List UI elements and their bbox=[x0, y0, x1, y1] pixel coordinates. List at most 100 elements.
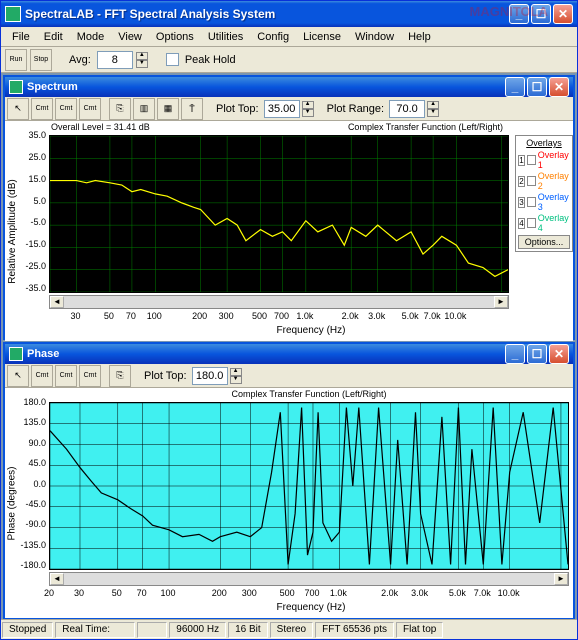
status-empty bbox=[137, 622, 167, 638]
tool-2[interactable]: Cmt bbox=[55, 98, 77, 120]
ytick: 25.0 bbox=[28, 152, 46, 162]
phase-titlebar[interactable]: Phase _ ☐ ✕ bbox=[5, 344, 573, 364]
xtick: 500 bbox=[252, 311, 267, 321]
close-button[interactable]: ✕ bbox=[553, 4, 573, 24]
phase-chart: Complex Transfer Function (Left/Right) P… bbox=[5, 388, 573, 618]
peakhold-checkbox[interactable] bbox=[166, 53, 179, 66]
maximize-button[interactable]: ☐ bbox=[531, 4, 551, 24]
status-samplerate: 96000 Hz bbox=[169, 622, 226, 638]
status-bits: 16 Bit bbox=[228, 622, 268, 638]
spectrum-maximize-button[interactable]: ☐ bbox=[527, 77, 547, 97]
overlay-checkbox[interactable] bbox=[527, 218, 536, 228]
plot-range-stepper[interactable]: ▲▼ bbox=[427, 101, 439, 117]
spectrum-minimize-button[interactable]: _ bbox=[505, 77, 525, 97]
copy-icon[interactable]: ⎘ bbox=[109, 98, 131, 120]
overlay-checkbox[interactable] bbox=[527, 176, 536, 186]
menu-utilities[interactable]: Utilities bbox=[201, 29, 250, 45]
overlay-label[interactable]: Overlay 1 bbox=[538, 150, 570, 170]
menu-file[interactable]: File bbox=[5, 29, 37, 45]
main-toolbar: Run Stop Avg: ▲▼ Peak Hold bbox=[1, 47, 577, 73]
spectrum-window: Spectrum _ ☐ ✕ ↖ Cmt Cmt Cmt ⎘ ▥ ▦ Ť Plo… bbox=[3, 75, 575, 340]
overlay-row: 4Overlay 4 bbox=[518, 213, 570, 233]
phase-plot-top-input[interactable] bbox=[192, 367, 228, 385]
statusbar: Stopped Real Time: 96000 Hz 16 Bit Stere… bbox=[1, 619, 577, 639]
phase-ylabel: Phase (degrees) bbox=[7, 466, 18, 540]
minimize-button[interactable]: _ bbox=[509, 4, 529, 24]
scroll-right-button[interactable]: ► bbox=[494, 296, 508, 308]
phase-close-button[interactable]: ✕ bbox=[549, 344, 569, 364]
xtick: 10.0k bbox=[444, 311, 466, 321]
run-button[interactable]: Run bbox=[5, 49, 27, 71]
spectrum-plot[interactable] bbox=[49, 135, 509, 293]
xtick: 300 bbox=[219, 311, 234, 321]
scroll-right-button[interactable]: ► bbox=[554, 573, 568, 585]
phase-hscroll[interactable]: ◄► bbox=[49, 572, 569, 586]
titlebar[interactable]: SpectraLAB - FFT Spectral Analysis Syste… bbox=[1, 1, 577, 27]
overlay-label[interactable]: Overlay 4 bbox=[538, 213, 570, 233]
overlay-checkbox[interactable] bbox=[527, 197, 536, 207]
ytick: 35.0 bbox=[28, 130, 46, 140]
phase-minimize-button[interactable]: _ bbox=[505, 344, 525, 364]
overlay-num: 3 bbox=[518, 197, 525, 208]
xtick: 700 bbox=[304, 588, 319, 598]
menu-options[interactable]: Options bbox=[149, 29, 201, 45]
avg-input[interactable] bbox=[97, 51, 133, 69]
t-icon[interactable]: Ť bbox=[181, 98, 203, 120]
menu-edit[interactable]: Edit bbox=[37, 29, 70, 45]
phase-maximize-button[interactable]: ☐ bbox=[527, 344, 547, 364]
tool-3[interactable]: Cmt bbox=[79, 98, 101, 120]
avg-stepper[interactable]: ▲▼ bbox=[136, 52, 148, 68]
overlay-options-button[interactable]: Options... bbox=[518, 235, 570, 249]
ytick: 45.0 bbox=[28, 458, 46, 468]
ytick: -35.0 bbox=[25, 283, 46, 293]
status-fft: FFT 65536 pts bbox=[315, 622, 394, 638]
overlay-checkbox[interactable] bbox=[527, 155, 536, 165]
overlay-num: 1 bbox=[518, 155, 525, 166]
tool-1[interactable]: Cmt bbox=[31, 98, 53, 120]
phase-window: Phase _ ☐ ✕ ↖ Cmt Cmt Cmt ⎘ Plot Top: ▲▼ bbox=[3, 342, 575, 619]
tool-3[interactable]: Cmt bbox=[79, 365, 101, 387]
scroll-left-button[interactable]: ◄ bbox=[50, 573, 64, 585]
menu-config[interactable]: Config bbox=[250, 29, 296, 45]
spectrum-close-button[interactable]: ✕ bbox=[549, 77, 569, 97]
app-icon bbox=[5, 6, 21, 22]
phase-plot[interactable] bbox=[49, 402, 569, 570]
main-window: SpectraLAB - FFT Spectral Analysis Syste… bbox=[0, 0, 578, 640]
xtick: 3.0k bbox=[411, 588, 428, 598]
menu-mode[interactable]: Mode bbox=[70, 29, 112, 45]
menu-view[interactable]: View bbox=[111, 29, 149, 45]
plot-top-stepper[interactable]: ▲▼ bbox=[302, 101, 314, 117]
menu-help[interactable]: Help bbox=[401, 29, 438, 45]
tool-1[interactable]: Cmt bbox=[31, 365, 53, 387]
xtick: 7.0k bbox=[474, 588, 491, 598]
spectrum-ylabel: Relative Amplitude (dB) bbox=[7, 179, 18, 284]
plot-range-input[interactable] bbox=[389, 100, 425, 118]
xtick: 30 bbox=[71, 311, 81, 321]
scroll-left-button[interactable]: ◄ bbox=[50, 296, 64, 308]
xtick: 700 bbox=[274, 311, 289, 321]
menu-license[interactable]: License bbox=[296, 29, 348, 45]
avg-label: Avg: bbox=[69, 54, 91, 66]
overlay-label[interactable]: Overlay 3 bbox=[538, 192, 570, 212]
xtick: 7.0k bbox=[424, 311, 441, 321]
plot-top-input[interactable] bbox=[264, 100, 300, 118]
ytick: -15.0 bbox=[25, 239, 46, 249]
spectrum-hscroll[interactable]: ◄► bbox=[49, 295, 509, 309]
spectrum-titlebar[interactable]: Spectrum _ ☐ ✕ bbox=[5, 77, 573, 97]
ytick: -25.0 bbox=[25, 261, 46, 271]
menubar: FileEditModeViewOptionsUtilitiesConfigLi… bbox=[1, 27, 577, 47]
xtick: 10.0k bbox=[498, 588, 520, 598]
cursor-icon[interactable]: ↖ bbox=[7, 365, 29, 387]
stop-button[interactable]: Stop bbox=[30, 49, 52, 71]
xtick: 3.0k bbox=[368, 311, 385, 321]
ytick: -180.0 bbox=[20, 560, 46, 570]
copy-icon[interactable]: ⎘ bbox=[109, 365, 131, 387]
bars-icon[interactable]: ▥ bbox=[133, 98, 155, 120]
cursor-icon[interactable]: ↖ bbox=[7, 98, 29, 120]
xtick: 50 bbox=[112, 588, 122, 598]
tool-2[interactable]: Cmt bbox=[55, 365, 77, 387]
overlay-label[interactable]: Overlay 2 bbox=[538, 171, 570, 191]
phase-plot-top-stepper[interactable]: ▲▼ bbox=[230, 368, 242, 384]
grid-icon[interactable]: ▦ bbox=[157, 98, 179, 120]
menu-window[interactable]: Window bbox=[348, 29, 401, 45]
